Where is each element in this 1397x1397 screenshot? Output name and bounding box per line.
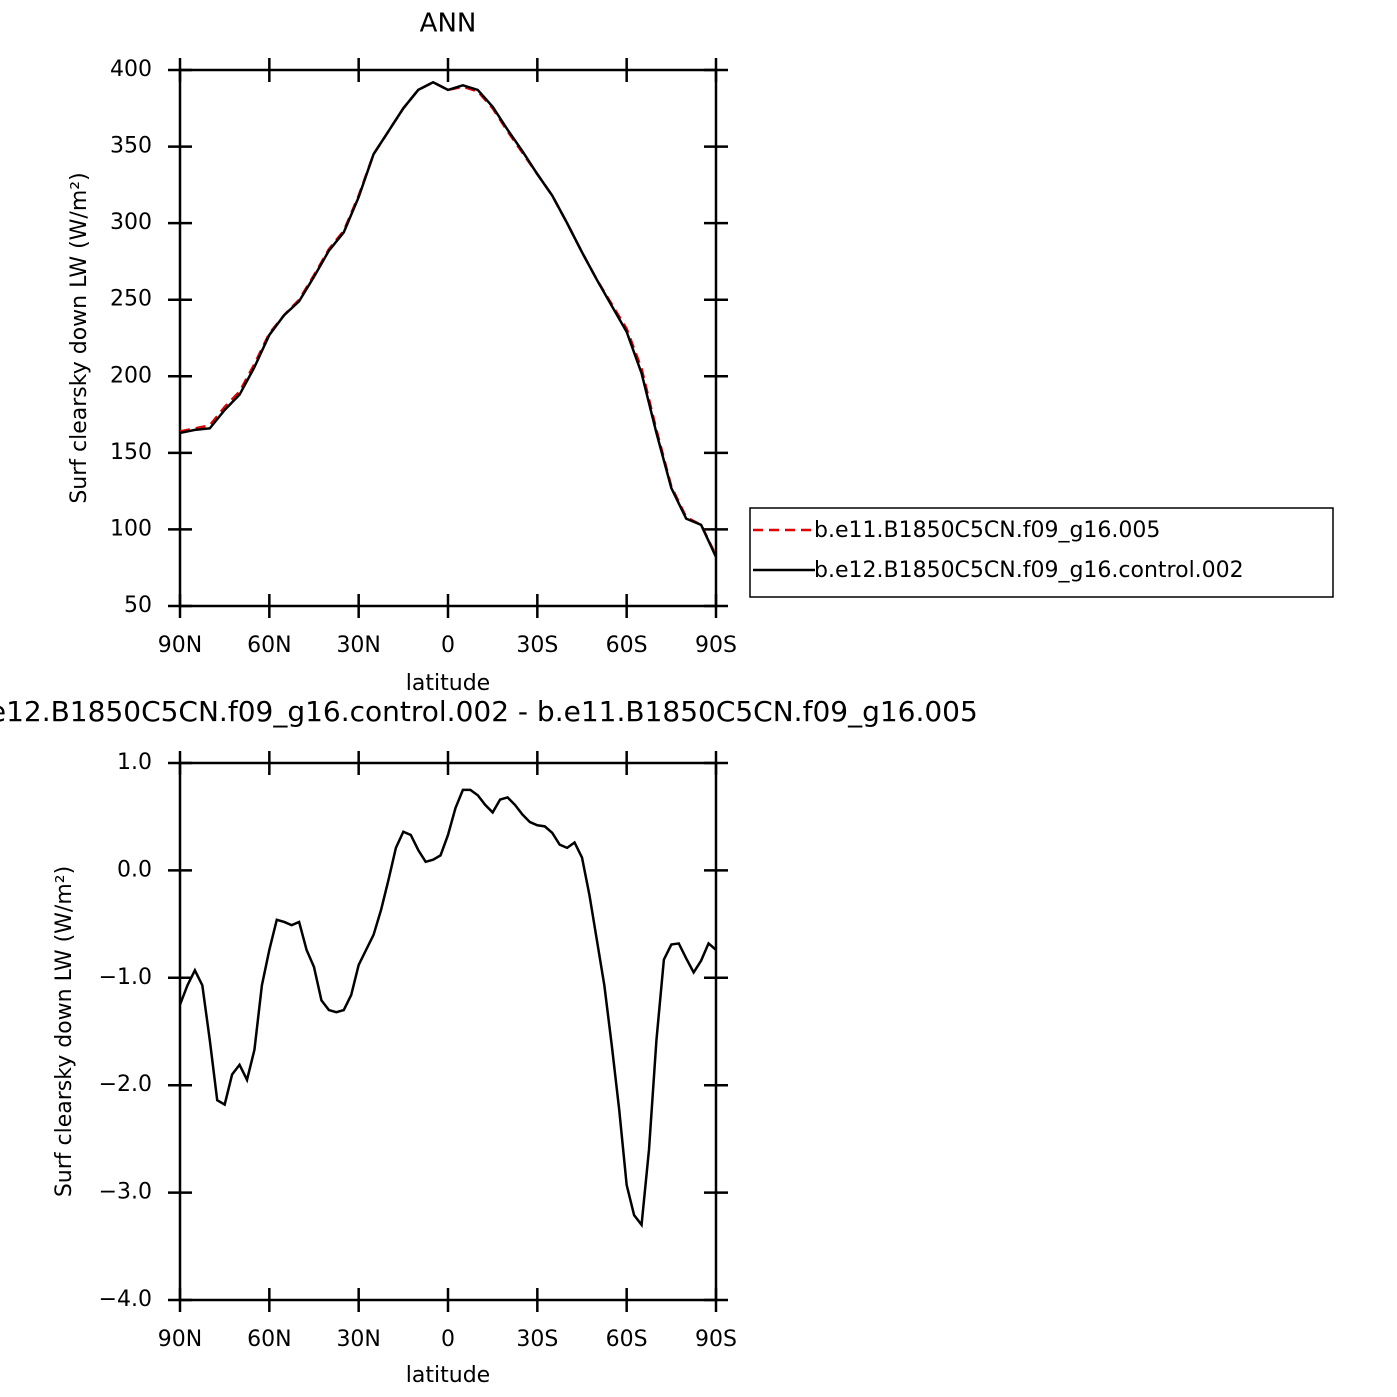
x-tick-label: 60S <box>606 1327 648 1352</box>
x-tick-label: 90N <box>158 1327 202 1352</box>
y-tick-label: 350 <box>110 134 152 159</box>
x-tick-label: 90N <box>158 633 202 658</box>
x-tick-label: 30N <box>336 633 380 658</box>
y-tick-label: 100 <box>110 516 152 541</box>
x-tick-label: 60N <box>247 633 291 658</box>
y-tick-label: 0.0 <box>117 857 152 882</box>
x-tick-label: 90S <box>695 633 737 658</box>
y-tick-label: 50 <box>124 593 152 618</box>
x-tick-label: 90S <box>695 1327 737 1352</box>
x-tick-label: 30N <box>336 1327 380 1352</box>
x-tick-label: 30S <box>516 1327 558 1352</box>
y-tick-label: −4.0 <box>99 1287 152 1312</box>
y-tick-label: 200 <box>110 363 152 388</box>
x-tick-label: 0 <box>441 1327 455 1352</box>
y-tick-label: 300 <box>110 210 152 235</box>
chart-title: b.e12.B1850C5CN.f09_g16.control.002 - b.… <box>0 695 978 728</box>
x-tick-label: 0 <box>441 633 455 658</box>
y-tick-label: −2.0 <box>99 1072 152 1097</box>
legend-label: b.e12.B1850C5CN.f09_g16.control.002 <box>814 558 1244 583</box>
x-tick-label: 60N <box>247 1327 291 1352</box>
x-axis-label: latitude <box>406 1363 490 1388</box>
y-tick-label: −1.0 <box>99 965 152 990</box>
data-line <box>179 80 718 558</box>
x-axis-label: latitude <box>406 671 490 696</box>
plot-frame <box>178 761 718 1302</box>
y-tick-label: −3.0 <box>99 1180 152 1205</box>
x-tick-label: 60S <box>606 633 648 658</box>
data-line <box>178 788 717 1229</box>
y-axis-label: Surf clearsky down LW (W/m²) <box>52 866 77 1197</box>
chart-title: ANN <box>420 9 477 39</box>
plot-frame <box>178 68 718 608</box>
y-tick-label: 250 <box>110 287 152 312</box>
legend-box <box>749 507 1334 598</box>
data-line <box>179 80 718 557</box>
x-tick-label: 30S <box>516 633 558 658</box>
y-tick-label: 150 <box>110 440 152 465</box>
y-axis-label: Surf clearsky down LW (W/m²) <box>67 172 92 503</box>
y-tick-label: 1.0 <box>117 750 152 775</box>
legend-label: b.e11.B1850C5CN.f09_g16.005 <box>814 518 1160 543</box>
y-tick-label: 400 <box>110 57 152 82</box>
